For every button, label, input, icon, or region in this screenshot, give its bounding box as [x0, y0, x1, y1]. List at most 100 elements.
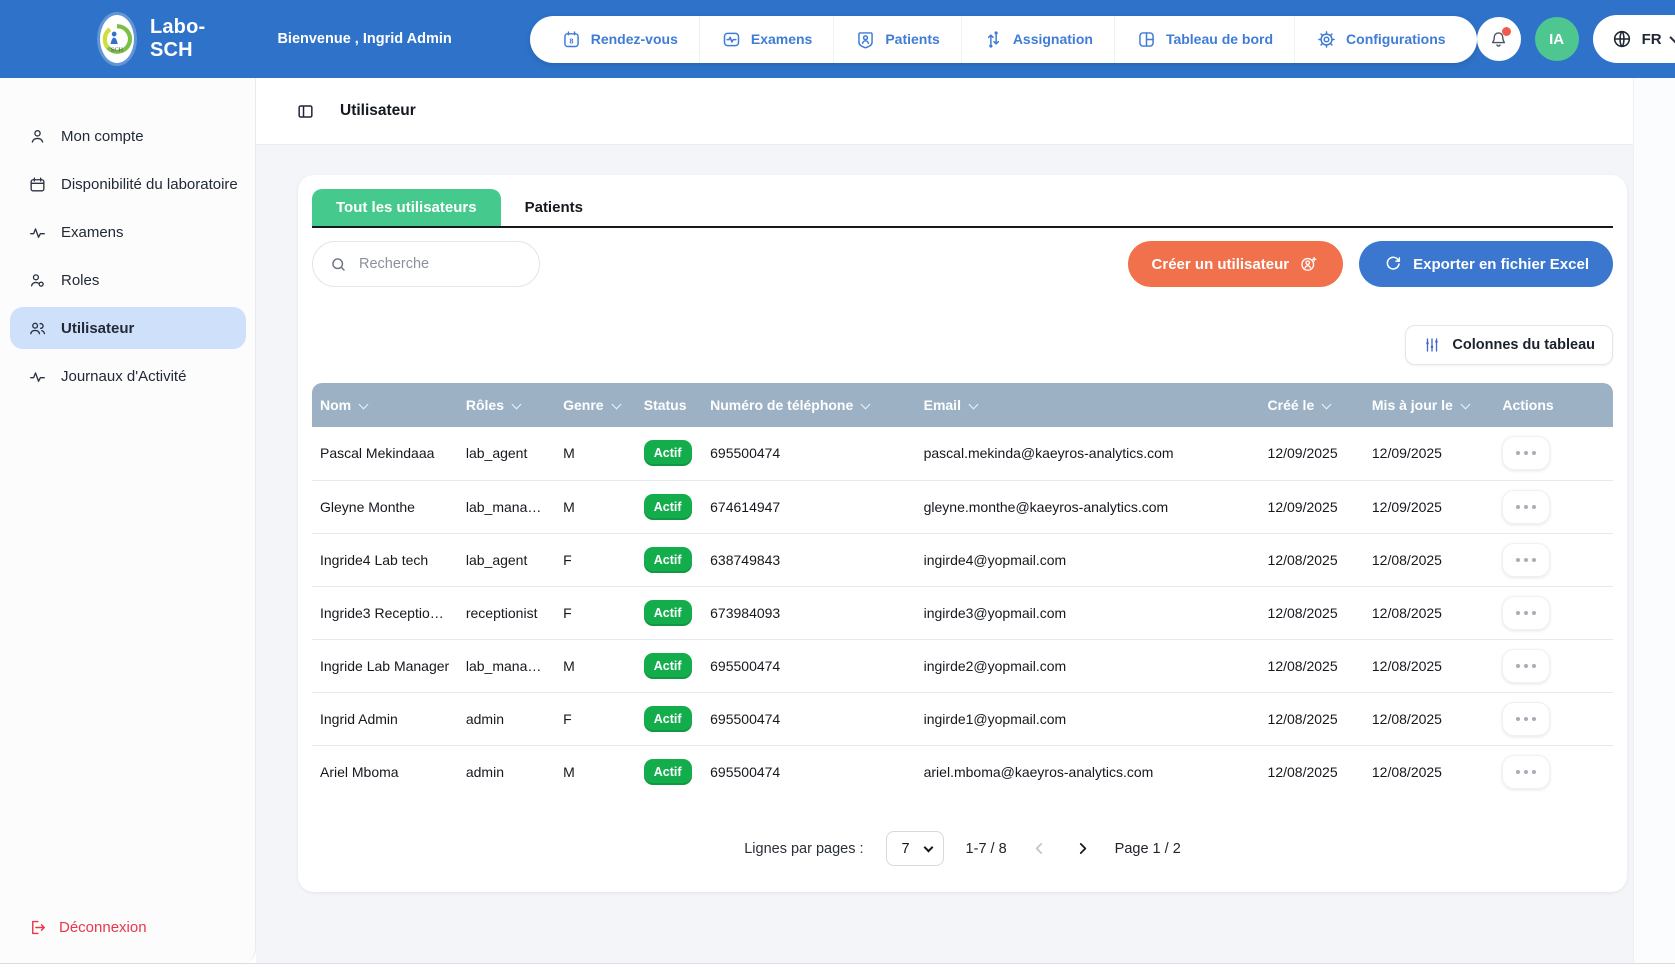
patient-badge-icon	[858, 31, 874, 49]
column-header[interactable]: Status	[635, 383, 703, 427]
dashboard-icon	[1139, 31, 1154, 47]
rows-per-page-select[interactable]: 7	[885, 831, 944, 866]
export-excel-button[interactable]: Exporter en fichier Excel	[1359, 241, 1613, 287]
cell-role: lab_manager	[457, 639, 556, 693]
cell-created: 12/08/2025	[1259, 639, 1364, 693]
table-row: Ingrid Admin admin F Actif 695500474 ing…	[312, 692, 1613, 746]
cell-phone: 695500474	[702, 692, 916, 746]
table-row: Pascal Mekindaaa lab_agent M Actif 69550…	[312, 427, 1613, 481]
sidebar-item-utilisateur[interactable]: Utilisateur	[10, 307, 246, 349]
nav-item-tableau-de-bord[interactable]: Tableau de bord	[1113, 15, 1294, 63]
export-icon	[1386, 256, 1401, 270]
logout-icon	[32, 920, 45, 934]
column-header[interactable]: Créé le	[1259, 383, 1364, 427]
cell-status: Actif	[635, 586, 703, 640]
table-row: Gleyne Monthe lab_manager M Actif 674614…	[312, 480, 1613, 534]
row-actions-button[interactable]	[1502, 595, 1551, 630]
status-badge: Actif	[643, 599, 692, 626]
sidebar-toggle-button[interactable]	[296, 102, 315, 121]
nav-item-label: Assignation	[1012, 31, 1093, 47]
cell-status: Actif	[635, 427, 703, 481]
cell-updated: 12/08/2025	[1363, 533, 1495, 587]
svg-text:SCH: SCH	[111, 47, 124, 54]
nav-item-examens[interactable]: Examens	[698, 15, 833, 63]
column-header[interactable]: Genre	[555, 383, 636, 427]
cell-phone: 638749843	[702, 533, 916, 587]
next-page-button[interactable]	[1072, 838, 1093, 859]
nav-item-assignation[interactable]: Assignation	[960, 15, 1114, 63]
sidebar-item-roles[interactable]: Roles	[10, 259, 246, 301]
table-columns-button[interactable]: Colonnes du tableau	[1405, 325, 1613, 365]
user-icon	[31, 129, 44, 143]
row-actions-button[interactable]	[1502, 436, 1551, 471]
brand-area: SCH Labo-SCH Bienvenue , Ingrid Admin	[100, 15, 452, 63]
sidebar-item-disponibilite[interactable]: Disponibilité du laboratoire	[10, 163, 246, 205]
cell-gender: F	[555, 586, 636, 640]
page-indicator: Page 1 / 2	[1114, 840, 1181, 857]
cell-actions	[1494, 427, 1613, 481]
column-header[interactable]: Email	[915, 383, 1260, 427]
cell-actions	[1494, 745, 1613, 798]
language-selector[interactable]: FR	[1592, 15, 1675, 63]
notifications-button[interactable]	[1476, 17, 1521, 61]
column-header[interactable]: Numéro de téléphone	[702, 383, 916, 427]
cell-role: lab_agent	[457, 533, 556, 587]
nav-item-label: Patients	[885, 31, 940, 47]
users-card: Tout les utilisateurs Patients Cr	[298, 175, 1627, 892]
row-actions-button[interactable]	[1502, 542, 1551, 577]
cell-created: 12/08/2025	[1259, 533, 1364, 587]
search-box	[312, 241, 540, 287]
sort-chevron-icon	[358, 399, 369, 410]
sort-chevron-icon	[968, 399, 979, 410]
sidebar-item-journaux[interactable]: Journaux d'Activité	[10, 355, 246, 397]
column-header[interactable]: Rôles	[457, 383, 556, 427]
column-header[interactable]: Nom	[312, 383, 458, 427]
cell-email: ariel.mboma@kaeyros-analytics.com	[915, 745, 1260, 798]
nav-item-rendez-vous[interactable]: 8 Rendez-vous	[540, 16, 699, 63]
column-header[interactable]: Actions	[1494, 383, 1613, 427]
previous-page-button[interactable]	[1029, 838, 1050, 859]
users-icon	[30, 322, 46, 334]
chevron-right-icon	[1079, 843, 1086, 854]
status-badge: Actif	[643, 493, 692, 520]
cell-email: ingirde1@yopmail.com	[915, 692, 1260, 746]
cell-email: ingirde4@yopmail.com	[915, 533, 1260, 587]
sidebar-item-examens[interactable]: Examens	[10, 211, 246, 253]
search-input[interactable]	[359, 256, 523, 272]
sliders-icon	[1426, 338, 1439, 352]
row-actions-button[interactable]	[1502, 489, 1551, 524]
toolbar: Créer un utilisateur	[312, 241, 1613, 287]
sidebar-item-label: Disponibilité du laboratoire	[61, 175, 238, 193]
cell-updated: 12/08/2025	[1363, 639, 1495, 693]
calendar-badge-icon: 8	[563, 30, 579, 47]
cell-gender: M	[555, 639, 636, 693]
logout-label: Déconnexion	[59, 918, 147, 936]
table-row: Ariel Mboma admin M Actif 695500474 arie…	[312, 745, 1613, 798]
row-actions-button[interactable]	[1502, 701, 1551, 736]
row-actions-button[interactable]	[1502, 754, 1551, 789]
create-user-button[interactable]: Créer un utilisateur	[1127, 241, 1344, 287]
cell-name: Ingride4 Lab tech	[312, 533, 458, 587]
tab-tout-les-utilisateurs[interactable]: Tout les utilisateurs	[312, 189, 501, 226]
export-excel-label: Exporter en fichier Excel	[1413, 255, 1589, 273]
column-header[interactable]: Mis à jour le	[1363, 383, 1495, 427]
avatar[interactable]: IA	[1534, 17, 1579, 61]
sidebar-item-mon-compte[interactable]: Mon compte	[10, 115, 246, 157]
row-actions-button[interactable]	[1502, 648, 1551, 683]
assign-arrows-icon	[987, 30, 999, 48]
tab-patients[interactable]: Patients	[524, 199, 583, 216]
cell-gender: F	[555, 692, 636, 746]
cell-created: 12/08/2025	[1259, 586, 1364, 640]
cell-updated: 12/08/2025	[1363, 692, 1495, 746]
right-gutter	[1633, 78, 1675, 963]
nav-item-patients[interactable]: Patients	[833, 15, 960, 63]
cell-name: Pascal Mekindaaa	[312, 427, 458, 481]
logout-button[interactable]: Déconnexion	[0, 907, 255, 947]
logo-graphic: SCH	[102, 24, 133, 54]
brand-name: Labo-SCH	[149, 16, 206, 61]
table-columns-label: Colonnes du tableau	[1452, 337, 1595, 353]
header-right-cluster: IA FR	[1476, 15, 1675, 63]
table-row: Ingride Lab Manager lab_manager M Actif …	[312, 639, 1613, 693]
nav-item-configurations[interactable]: Configurations	[1294, 15, 1467, 63]
